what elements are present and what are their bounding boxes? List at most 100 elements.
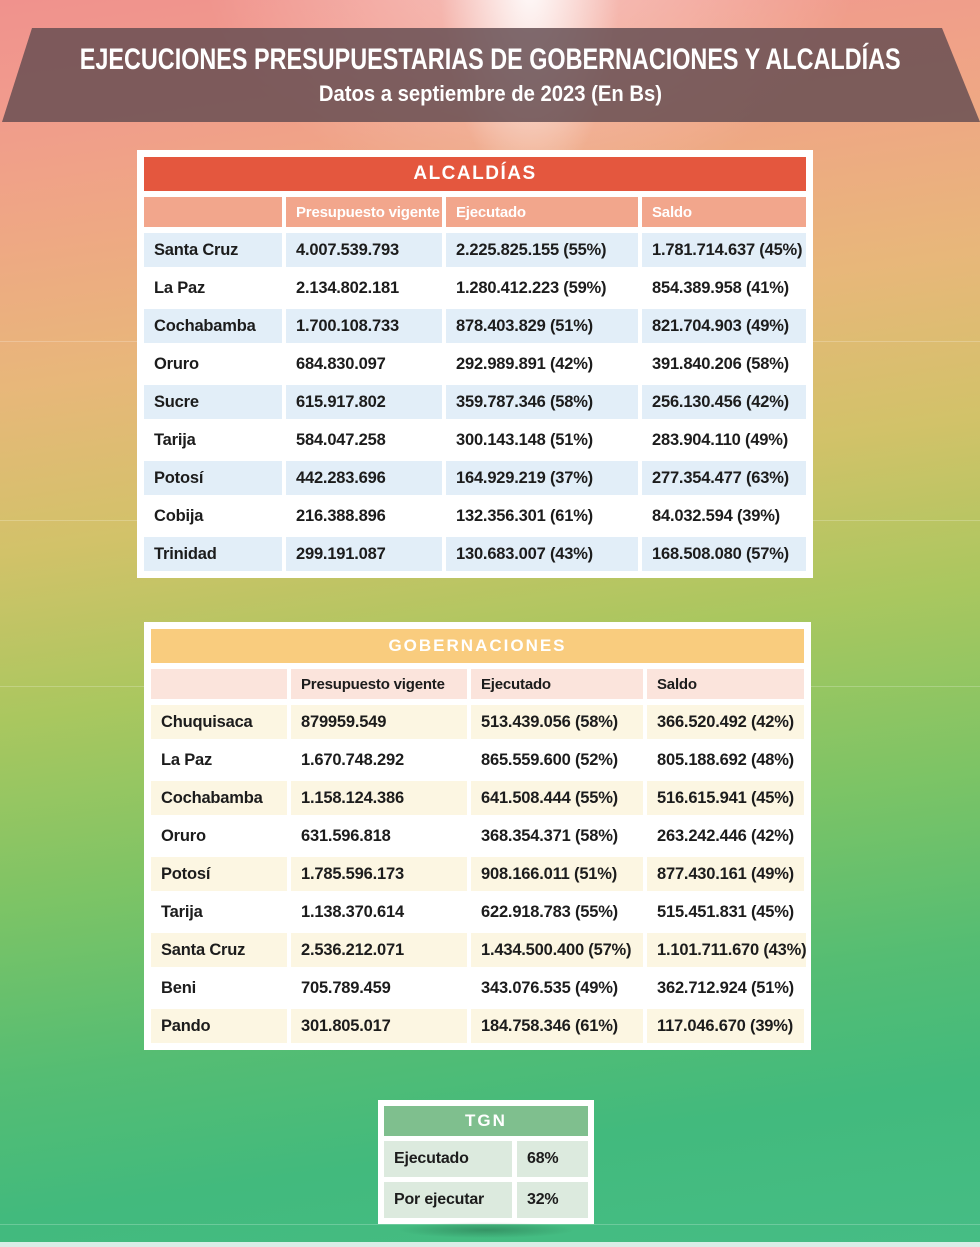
table-row: Ejecutado 68% [384,1141,588,1177]
ejecutado-cell: 641.508.444 (55%) [471,781,643,815]
ejecutado-cell: 292.989.891 (42%) [446,347,638,381]
ejecutado-cell: 513.439.056 (58%) [471,705,643,739]
ejecutado-cell: 1.280.412.223 (59%) [446,271,638,305]
alcaldias-header-row: Presupuesto vigente Ejecutado Saldo [144,197,806,227]
table-row: Tarija 584.047.258 300.143.148 (51%) 283… [144,423,806,457]
ejecutado-cell: 130.683.007 (43%) [446,537,638,571]
row-label: Santa Cruz [144,233,282,267]
alcaldias-table-title: ALCALDÍAS [144,157,806,191]
table-row: La Paz 1.670.748.292 865.559.600 (52%) 8… [151,743,804,777]
ejecutado-cell: 1.434.500.400 (57%) [471,933,643,967]
presupuesto-cell: 631.596.818 [291,819,467,853]
saldo-cell: 366.520.492 (42%) [647,705,804,739]
gobernaciones-table: GOBERNACIONES Presupuesto vigente Ejecut… [144,622,811,1050]
row-label: Tarija [151,895,287,929]
presupuesto-cell: 442.283.696 [286,461,442,495]
table-row: Beni 705.789.459 343.076.535 (49%) 362.7… [151,971,804,1005]
presupuesto-cell: 1.785.596.173 [291,857,467,891]
table-row: Cochabamba 1.700.108.733 878.403.829 (51… [144,309,806,343]
saldo-cell: 1.101.711.670 (43%) [647,933,807,967]
table-row: Santa Cruz 4.007.539.793 2.225.825.155 (… [144,233,806,267]
row-label: Por ejecutar [384,1182,512,1218]
presupuesto-cell: 216.388.896 [286,499,442,533]
saldo-cell: 168.508.080 (57%) [642,537,806,571]
column-header-presupuesto: Presupuesto vigente [291,669,467,699]
saldo-cell: 516.615.941 (45%) [647,781,804,815]
table-row: Oruro 684.830.097 292.989.891 (42%) 391.… [144,347,806,381]
row-label: Cobija [144,499,282,533]
saldo-cell: 256.130.456 (42%) [642,385,806,419]
row-label: Cochabamba [144,309,282,343]
column-header-saldo: Saldo [647,669,804,699]
tgn-table-body: Ejecutado 68% Por ejecutar 32% [384,1141,588,1218]
saldo-cell: 515.451.831 (45%) [647,895,804,929]
presupuesto-cell: 705.789.459 [291,971,467,1005]
column-header-ejecutado: Ejecutado [471,669,643,699]
saldo-cell: 362.712.924 (51%) [647,971,804,1005]
presupuesto-cell: 1.670.748.292 [291,743,467,777]
saldo-cell: 391.840.206 (58%) [642,347,806,381]
presupuesto-cell: 1.700.108.733 [286,309,442,343]
presupuesto-cell: 684.830.097 [286,347,442,381]
ejecutado-cell: 164.929.219 (37%) [446,461,638,495]
presupuesto-cell: 4.007.539.793 [286,233,442,267]
page-title: EJECUCIONES PRESUPUESTARIAS DE GOBERNACI… [79,43,901,76]
presupuesto-cell: 2.536.212.071 [291,933,467,967]
saldo-cell: 1.781.714.637 (45%) [642,233,806,267]
saldo-cell: 263.242.446 (42%) [647,819,804,853]
presupuesto-cell: 301.805.017 [291,1009,467,1043]
table-row: Sucre 615.917.802 359.787.346 (58%) 256.… [144,385,806,419]
table-row: Potosí 1.785.596.173 908.166.011 (51%) 8… [151,857,804,891]
gobernaciones-table-title: GOBERNACIONES [151,629,804,663]
bottom-strip-decoration [0,1242,980,1247]
saldo-cell: 283.904.110 (49%) [642,423,806,457]
saldo-cell: 84.032.594 (39%) [642,499,806,533]
ejecutado-cell: 184.758.346 (61%) [471,1009,643,1043]
alcaldias-table: ALCALDÍAS Presupuesto vigente Ejecutado … [137,150,813,578]
tgn-table: TGN Ejecutado 68% Por ejecutar 32% [378,1100,594,1224]
table-row: Trinidad 299.191.087 130.683.007 (43%) 1… [144,537,806,571]
ejecutado-cell: 878.403.829 (51%) [446,309,638,343]
saldo-cell: 277.354.477 (63%) [642,461,806,495]
table-row: Por ejecutar 32% [384,1182,588,1218]
row-label: Santa Cruz [151,933,287,967]
row-label: Potosí [151,857,287,891]
tgn-table-title: TGN [384,1106,588,1136]
presupuesto-cell: 879959.549 [291,705,467,739]
column-header-saldo: Saldo [642,197,806,227]
ejecutado-cell: 132.356.301 (61%) [446,499,638,533]
tgn-table-shadow [398,1222,574,1238]
row-label: Oruro [151,819,287,853]
column-header-presupuesto: Presupuesto vigente [286,197,442,227]
row-label: Beni [151,971,287,1005]
row-label: La Paz [144,271,282,305]
table-row: Cochabamba 1.158.124.386 641.508.444 (55… [151,781,804,815]
row-label: Tarija [144,423,282,457]
header-banner: EJECUCIONES PRESUPUESTARIAS DE GOBERNACI… [2,28,980,122]
alcaldias-table-body: Santa Cruz 4.007.539.793 2.225.825.155 (… [144,233,806,571]
ejecutado-cell: 359.787.346 (58%) [446,385,638,419]
presupuesto-cell: 615.917.802 [286,385,442,419]
saldo-cell: 117.046.670 (39%) [647,1009,804,1043]
background-hairline [0,1224,980,1225]
row-label: Pando [151,1009,287,1043]
table-row: Pando 301.805.017 184.758.346 (61%) 117.… [151,1009,804,1043]
table-row: Santa Cruz 2.536.212.071 1.434.500.400 (… [151,933,807,967]
table-row: Cobija 216.388.896 132.356.301 (61%) 84.… [144,499,806,533]
row-label: Ejecutado [384,1141,512,1177]
presupuesto-cell: 1.158.124.386 [291,781,467,815]
saldo-cell: 877.430.161 (49%) [647,857,804,891]
gobernaciones-header-row: Presupuesto vigente Ejecutado Saldo [151,669,804,699]
ejecutado-cell: 343.076.535 (49%) [471,971,643,1005]
row-label: Trinidad [144,537,282,571]
ejecutado-cell: 865.559.600 (52%) [471,743,643,777]
ejecutado-cell: 368.354.371 (58%) [471,819,643,853]
row-label: Potosí [144,461,282,495]
gobernaciones-table-body: Chuquisaca 879959.549 513.439.056 (58%) … [151,705,807,1043]
table-row: La Paz 2.134.802.181 1.280.412.223 (59%)… [144,271,806,305]
table-row: Chuquisaca 879959.549 513.439.056 (58%) … [151,705,804,739]
column-header-empty [151,669,287,699]
saldo-cell: 805.188.692 (48%) [647,743,804,777]
row-label: Sucre [144,385,282,419]
